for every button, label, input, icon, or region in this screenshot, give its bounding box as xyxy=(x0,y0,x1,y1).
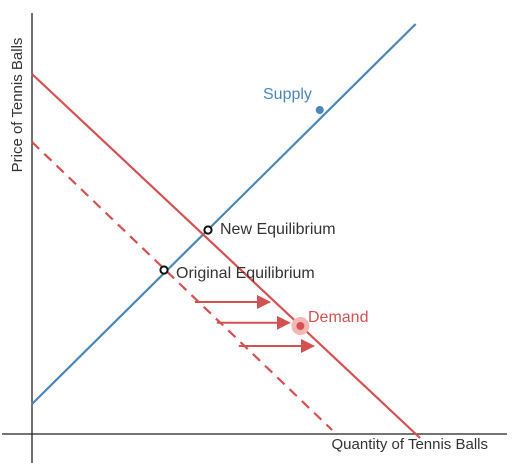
demand-marker xyxy=(296,322,305,330)
demand-line xyxy=(31,73,421,439)
new-equilibrium-point xyxy=(203,225,213,235)
original-equilibrium-label: Original Equilibrium xyxy=(176,265,315,282)
supply-marker xyxy=(315,106,324,114)
y-axis-title: Price of Tennis Balls xyxy=(9,38,26,173)
original-equilibrium-point xyxy=(159,265,169,275)
supply-line xyxy=(31,23,417,405)
equilibrium-points xyxy=(159,225,213,275)
supply-label: Supply xyxy=(263,86,312,103)
series-lines xyxy=(31,23,421,439)
original-demand-line xyxy=(31,141,333,431)
new-equilibrium-label: New Equilibrium xyxy=(220,221,336,238)
x-axis-title: Quantity of Tennis Balls xyxy=(332,436,488,453)
demand-label: Demand xyxy=(308,309,368,326)
series-markers xyxy=(291,106,324,335)
shift-arrows xyxy=(194,295,316,353)
